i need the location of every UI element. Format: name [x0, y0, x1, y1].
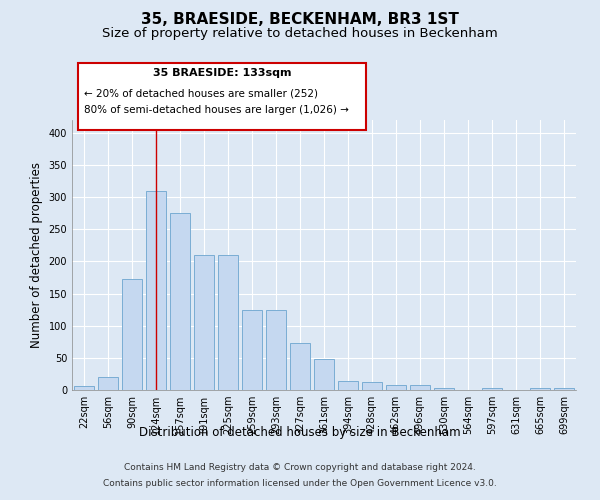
- Bar: [170, 213, 190, 390]
- Bar: [242, 310, 262, 390]
- Bar: [338, 381, 358, 390]
- Bar: [218, 255, 238, 390]
- Bar: [74, 386, 94, 390]
- Y-axis label: Number of detached properties: Number of detached properties: [30, 162, 43, 348]
- Bar: [146, 190, 166, 390]
- Bar: [122, 280, 142, 390]
- Text: Contains HM Land Registry data © Crown copyright and database right 2024.: Contains HM Land Registry data © Crown c…: [124, 464, 476, 472]
- Bar: [98, 376, 118, 390]
- Bar: [362, 382, 382, 390]
- Bar: [482, 388, 502, 390]
- Bar: [410, 385, 430, 390]
- Bar: [434, 388, 454, 390]
- Text: Size of property relative to detached houses in Beckenham: Size of property relative to detached ho…: [102, 28, 498, 40]
- Bar: [266, 310, 286, 390]
- Text: 35 BRAESIDE: 133sqm: 35 BRAESIDE: 133sqm: [153, 68, 291, 78]
- Bar: [554, 388, 574, 390]
- Bar: [386, 385, 406, 390]
- Bar: [194, 255, 214, 390]
- Bar: [314, 359, 334, 390]
- Text: Contains public sector information licensed under the Open Government Licence v3: Contains public sector information licen…: [103, 478, 497, 488]
- Text: 80% of semi-detached houses are larger (1,026) →: 80% of semi-detached houses are larger (…: [84, 105, 349, 115]
- Text: Distribution of detached houses by size in Beckenham: Distribution of detached houses by size …: [139, 426, 461, 439]
- Text: 35, BRAESIDE, BECKENHAM, BR3 1ST: 35, BRAESIDE, BECKENHAM, BR3 1ST: [141, 12, 459, 28]
- Bar: [530, 388, 550, 390]
- Text: ← 20% of detached houses are smaller (252): ← 20% of detached houses are smaller (25…: [84, 88, 318, 99]
- Bar: [290, 343, 310, 390]
